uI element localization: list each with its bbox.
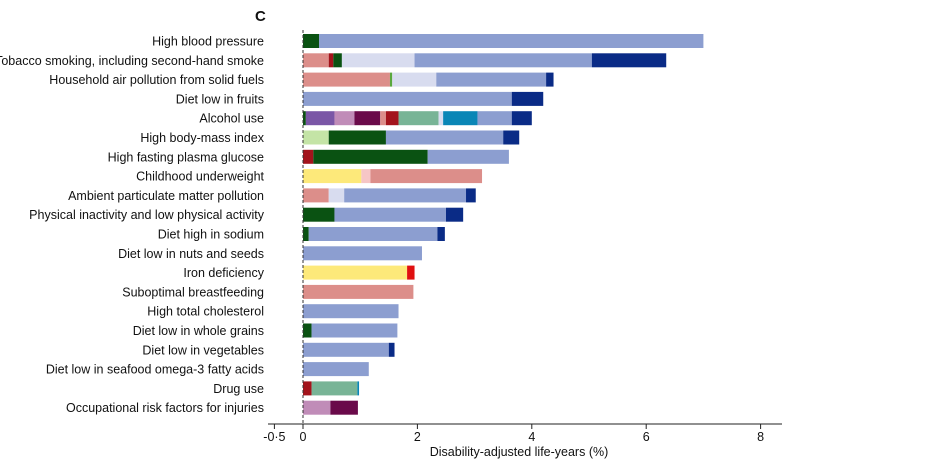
bar-segment xyxy=(466,188,476,203)
category-label: Diet low in fruits xyxy=(176,92,264,106)
bar-segment xyxy=(303,246,422,261)
bar-segment xyxy=(328,53,334,68)
bar-segment xyxy=(303,111,306,126)
bar-segment xyxy=(319,34,704,48)
bar-segment xyxy=(398,111,439,126)
category-label: Diet low in whole grains xyxy=(133,324,264,338)
bar-segment xyxy=(436,72,547,87)
x-tick-label: 8 xyxy=(757,430,764,444)
bar-segment xyxy=(361,169,371,184)
bar-segment xyxy=(546,72,554,87)
bar-segment xyxy=(311,323,398,338)
bar-segment xyxy=(303,149,314,164)
x-tick-label: 2 xyxy=(414,430,421,444)
bar-segment xyxy=(333,53,342,68)
bar-segment xyxy=(385,111,399,126)
x-tick-label: -0·5 xyxy=(263,430,285,444)
bar-segment xyxy=(311,381,358,396)
x-tick-label: 4 xyxy=(528,430,535,444)
bar-segment xyxy=(303,400,331,415)
bar-segment xyxy=(308,227,438,241)
bar-segment xyxy=(511,91,544,106)
bar-segment xyxy=(443,111,478,126)
bar-segment xyxy=(303,188,329,203)
bar-segment xyxy=(334,207,446,222)
bar-segment xyxy=(357,381,360,396)
bar-segment xyxy=(503,130,520,145)
bar-segment xyxy=(334,111,355,126)
bar-segment xyxy=(303,91,512,106)
bar-segment xyxy=(591,53,667,68)
category-label: Physical inactivity and low physical act… xyxy=(29,208,265,222)
bar-segment xyxy=(303,284,414,299)
bar-segment xyxy=(303,169,362,184)
bar-segment xyxy=(477,111,512,126)
bar-segment xyxy=(446,207,464,222)
bar-segment xyxy=(303,265,408,280)
bar-segment xyxy=(341,53,415,68)
bar-segment xyxy=(370,169,483,184)
category-label: High blood pressure xyxy=(152,35,264,49)
bar-segment xyxy=(511,111,532,126)
bar-segment xyxy=(389,72,393,87)
bar-segment xyxy=(427,149,509,164)
category-label: Occupational risk factors for injuries xyxy=(66,401,264,415)
category-label: Drug use xyxy=(213,382,264,396)
panel-label: C xyxy=(255,8,266,25)
category-label: Childhood underweight xyxy=(136,170,264,184)
bar-segment xyxy=(407,265,415,280)
x-tick-label: 6 xyxy=(643,430,650,444)
bar-segment xyxy=(303,72,390,87)
category-label: Diet high in sodium xyxy=(158,228,264,242)
bar-segment xyxy=(303,304,399,319)
category-label: Ambient particulate matter pollution xyxy=(68,189,264,203)
bar-segment xyxy=(414,53,592,68)
x-tick-label: 0 xyxy=(300,430,307,444)
category-label: Tobacco smoking, including second-hand s… xyxy=(0,54,264,68)
bar-segment xyxy=(380,111,386,126)
category-label: Diet low in seafood omega-3 fatty acids xyxy=(46,363,264,377)
bar-segment xyxy=(303,53,329,68)
bar-segment xyxy=(303,227,309,241)
category-label: Diet low in nuts and seeds xyxy=(118,247,264,261)
category-label: High fasting plasma glucose xyxy=(108,150,264,164)
bar-segment xyxy=(303,130,329,145)
bar-segment xyxy=(303,207,335,222)
category-label: Alcohol use xyxy=(199,112,264,126)
bar-segment xyxy=(303,34,320,48)
bar-segment xyxy=(328,188,345,203)
bar-segment xyxy=(313,149,428,164)
bar-segment xyxy=(438,111,444,126)
bar-segment xyxy=(344,188,467,203)
bar-segment xyxy=(328,130,386,145)
category-label: High body-mass index xyxy=(140,131,264,145)
bar-segment xyxy=(305,111,335,126)
bar-segment xyxy=(303,323,312,338)
bar-segment xyxy=(392,72,437,87)
category-label: Diet low in vegetables xyxy=(142,343,264,357)
category-label: Iron deficiency xyxy=(183,266,264,280)
bar-segment xyxy=(303,381,312,396)
bar-segment xyxy=(354,111,381,126)
bar-segment xyxy=(437,227,445,241)
category-label: Household air pollution from solid fuels xyxy=(49,73,264,87)
bar-segment xyxy=(303,342,389,357)
x-axis-title: Disability-adjusted life-years (%) xyxy=(430,445,609,459)
bar-segment xyxy=(388,342,395,357)
bar-segment xyxy=(330,400,358,415)
category-label: High total cholesterol xyxy=(147,305,264,319)
category-label: Suboptimal breastfeeding xyxy=(122,285,264,299)
bar-segment xyxy=(303,362,369,377)
bar-segment xyxy=(385,130,504,145)
